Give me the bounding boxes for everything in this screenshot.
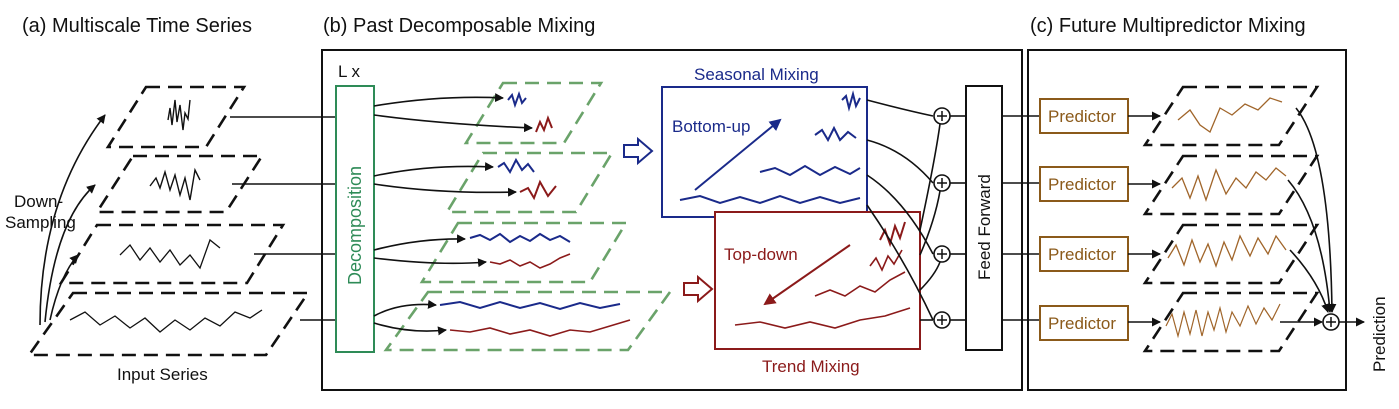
downsample-arrow-2 [44, 184, 96, 323]
decomp-plane-1 [383, 290, 673, 352]
feed-forward-label: Feed Forward [975, 174, 994, 280]
decomposed-components [383, 81, 673, 352]
aggregate-arrow-1 [1295, 107, 1337, 313]
seasonal-component-2 [469, 232, 571, 244]
bottom-up-arrow [694, 118, 782, 191]
final-plus-icon [1326, 317, 1336, 327]
aggregate-arrow-2 [1287, 179, 1334, 313]
decomp-arrow-trend-1 [373, 322, 447, 336]
plus-icon-3 [937, 249, 947, 259]
decomp-arrow-trend-2 [373, 257, 487, 268]
seasonal-to-sum-3 [866, 174, 934, 255]
forecast-series-1 [1177, 97, 1283, 133]
decomp-arrow-seasonal-4 [373, 93, 504, 107]
predictor-label-3: Predictor [1048, 245, 1116, 264]
section-c-title: (c) Future Multipredictor Mixing [1030, 15, 1306, 37]
trend-component-4 [535, 115, 553, 133]
seasonal-mixed-1 [679, 194, 861, 205]
top-down-label: Top-down [724, 245, 798, 264]
seasonal-mixing-block [661, 86, 868, 218]
plus-icon-2 [937, 178, 947, 188]
series-line-scale-3 [149, 167, 201, 201]
multiscale-input-stack [26, 85, 311, 357]
forecast-plane-2 [1142, 154, 1320, 216]
seasonal-mixed-3 [814, 125, 857, 143]
forecast-plane-1 [1142, 85, 1320, 147]
down-sampling-label-2: Sampling [5, 213, 76, 232]
predictor-block-3 [1039, 236, 1129, 272]
downsample-arrow-1 [39, 114, 106, 326]
prediction-label: Prediction [1370, 296, 1389, 372]
trend-component-3 [519, 179, 557, 201]
forecast-series-2 [1171, 167, 1287, 203]
sum-nodes [933, 107, 951, 329]
series-line-scale-2 [119, 238, 221, 270]
predictor-block-2 [1039, 166, 1129, 202]
seasonal-component-4 [507, 90, 527, 109]
trend-flow-arrow-icon [683, 274, 714, 304]
predictors: Predictor Predictor Predictor Predictor [1039, 98, 1129, 341]
scale-plane-1 [26, 291, 311, 357]
seasonal-component-3 [497, 157, 535, 174]
downsample-arrow-3 [49, 254, 79, 321]
predictor-label-1: Predictor [1048, 107, 1116, 126]
trend-mixed-1 [734, 307, 911, 329]
down-sampling-label-1: Down- [14, 192, 63, 211]
section-b-title: (b) Past Decomposable Mixing [323, 15, 595, 37]
trend-to-sum-1 [919, 123, 941, 231]
seasonal-component-1 [439, 300, 621, 311]
scale-plane-4 [105, 85, 247, 149]
aggregate-arrow-3 [1289, 249, 1330, 313]
forecast-series-3 [1167, 234, 1287, 268]
bottom-up-label: Bottom-up [672, 117, 750, 136]
trend-component-1 [449, 319, 631, 337]
series-line-scale-4 [167, 99, 191, 131]
trend-to-sum-2 [919, 190, 941, 256]
decomposition-block [335, 85, 375, 353]
forecast-plane-4 [1142, 291, 1320, 353]
seasonal-to-sum-1 [866, 99, 934, 117]
decomp-arrow-seasonal-2 [373, 234, 466, 251]
decomp-plane-2 [419, 221, 629, 284]
seasonal-mixed-2 [759, 164, 861, 177]
trend-mixed-3 [869, 249, 903, 272]
decomp-arrow-trend-3 [373, 183, 517, 197]
seasonal-to-sum-4 [866, 204, 934, 321]
seasonal-flow-arrow-icon [623, 136, 654, 166]
series-line-scale-1 [69, 309, 263, 333]
seasonal-mixed-4 [841, 90, 861, 112]
predictor-block-1 [1039, 98, 1129, 134]
section-a-title: (a) Multiscale Time Series [22, 15, 252, 37]
trend-mixed-2 [814, 271, 906, 297]
top-down-arrow [763, 244, 851, 306]
decomp-plane-4 [463, 81, 604, 145]
predictor-block-4 [1039, 305, 1129, 341]
decomp-arrow-seasonal-3 [373, 162, 494, 177]
forecast-series-4 [1165, 303, 1281, 339]
future-multipredictor-mixing-panel [1027, 49, 1347, 391]
past-decomposable-mixing-panel [321, 49, 1023, 391]
layers-label: L x [338, 62, 361, 81]
decomp-arrow-trend-4 [373, 114, 533, 133]
trend-mixing-label: Trend Mixing [762, 357, 860, 376]
predictor-label-4: Predictor [1048, 314, 1116, 333]
decomp-plane-3 [444, 151, 615, 214]
decomposition-label: Decomposition [345, 166, 365, 285]
trend-component-2 [489, 253, 571, 269]
plus-icon-4 [937, 315, 947, 325]
plus-icon-1 [937, 111, 947, 121]
forecast-plane-3 [1142, 223, 1320, 285]
decomp-arrow-seasonal-1 [373, 299, 437, 317]
seasonal-mixing-label: Seasonal Mixing [694, 65, 819, 84]
feed-forward-block [965, 85, 1003, 351]
trend-to-sum-3 [919, 261, 941, 291]
predictor-label-2: Predictor [1048, 175, 1116, 194]
seasonal-to-sum-2 [866, 139, 934, 184]
forecast-planes [1142, 85, 1320, 353]
input-series-label: Input Series [117, 365, 208, 384]
